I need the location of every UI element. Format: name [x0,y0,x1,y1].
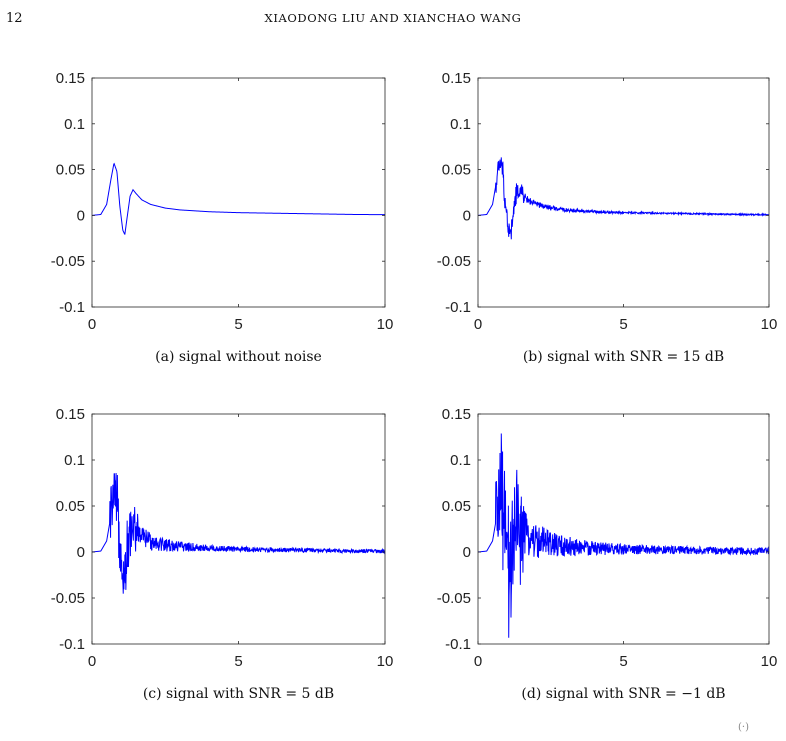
signal-series [92,472,385,594]
signal-series [92,162,385,235]
y-tick-label: -0.05 [437,253,471,270]
signal-series [478,433,769,638]
panel-caption: (b) signal with SNR = 15 dB [523,349,724,365]
x-tick-label: 5 [234,653,242,670]
panel-caption: (a) signal without noise [155,349,322,365]
panel-d: -0.1 -0.05 0 0.05 0.1 0.15 0 5 10 (d) signal with… [437,406,778,702]
y-tick-label: 0.15 [56,70,85,87]
y-tick-label: 0.15 [442,70,471,87]
x-tick-label: 0 [474,653,482,670]
panel-c: -0.1 -0.05 0 0.05 0.1 0.15 0 5 10 (c) signal with… [51,406,394,702]
panel-a: -0.1 -0.05 0 0.05 0.1 0.15 0 5 10 (a) signal with… [51,70,394,365]
page-number: 12 [6,11,23,26]
y-tick-label: -0.05 [51,253,85,270]
y-tick-label: 0 [77,544,85,561]
y-tick-label: -0.1 [445,299,471,316]
x-tick-label: 5 [619,316,627,333]
y-tick-label: -0.1 [59,299,85,316]
x-tick-label: 5 [234,316,242,333]
y-tick-label: -0.1 [445,636,471,653]
y-tick-label: -0.1 [59,636,85,653]
x-tick-label: 10 [761,653,778,670]
x-tick-label: 0 [88,653,96,670]
y-tick-label: 0.15 [56,406,85,423]
y-tick-label: 0.05 [56,498,85,515]
running-head: XIAODONG LIU AND XIANCHAO WANG [264,11,522,25]
x-tick-label: 0 [88,316,96,333]
axes-box [91,77,386,308]
footer-mark: (·) [738,722,749,733]
y-tick-label: 0.1 [450,452,471,469]
y-tick-label: 0.05 [56,162,85,179]
signal-series [478,157,769,240]
x-tick-label: 0 [474,316,482,333]
x-tick-label: 10 [377,316,394,333]
panel-caption: (d) signal with SNR = −1 dB [521,686,725,702]
y-tick-label: 0 [77,207,85,224]
x-tick-label: 10 [377,653,394,670]
y-tick-label: 0.1 [64,116,85,133]
y-tick-label: 0.05 [442,498,471,515]
y-tick-label: 0 [463,207,471,224]
y-tick-label: -0.05 [437,590,471,607]
y-tick-label: -0.05 [51,590,85,607]
y-tick-label: 0.15 [442,406,471,423]
panel-caption: (c) signal with SNR = 5 dB [143,686,334,702]
x-tick-label: 10 [761,316,778,333]
y-tick-label: 0.1 [450,116,471,133]
y-tick-label: 0 [463,544,471,561]
panel-b: -0.1 -0.05 0 0.05 0.1 0.15 0 5 10 (b) signal with… [437,70,778,365]
x-tick-label: 5 [619,653,627,670]
y-tick-label: 0.1 [64,452,85,469]
y-tick-label: 0.05 [442,162,471,179]
